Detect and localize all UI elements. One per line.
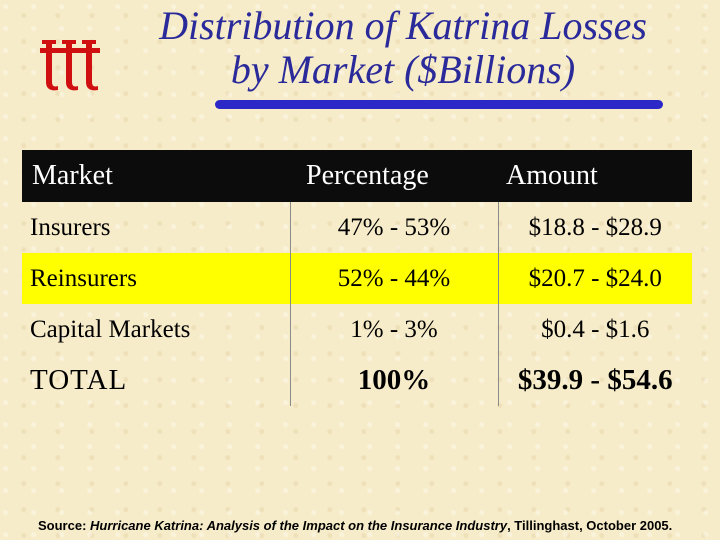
title-line-2: by Market ($Billions) (230, 47, 576, 92)
cell-amount: $20.7 - $24.0 (528, 264, 662, 292)
title-underline-bar (215, 100, 663, 109)
cell-percentage: 52% - 44% (290, 253, 499, 304)
slide-title: Distribution of Katrina Losses by Market… (118, 4, 688, 92)
cell-amount: $18.8 - $28.9 (528, 213, 662, 241)
cell-market: Insurers (22, 202, 291, 253)
table-row-total: TOTAL 100% $39.9 - $54.6 (22, 355, 692, 406)
losses-table: Market Percentage Amount Insurers 47% - … (22, 150, 692, 406)
cell-total-amount: $39.9 - $54.6 (517, 364, 673, 396)
table-row-reinsurers: Reinsurers 52% - 44% $20.7 - $24.0 (22, 253, 692, 304)
tillinghast-logo (38, 30, 102, 94)
tillinghast-ttt-logo-icon (40, 40, 100, 91)
source-citation: Source: Hurricane Katrina: Analysis of t… (38, 518, 718, 533)
cell-percentage: 1% - 3% (290, 304, 499, 355)
header-amount: Amount (506, 160, 598, 191)
table-row-insurers: Insurers 47% - 53% $18.8 - $28.9 (22, 202, 692, 253)
cell-market: Reinsurers (22, 253, 291, 304)
source-label: Source: (38, 518, 91, 533)
cell-total-label: TOTAL (22, 355, 291, 406)
title-line-1: Distribution of Katrina Losses (159, 3, 647, 48)
source-publication: Hurricane Katrina: Analysis of the Impac… (90, 518, 508, 533)
header-percentage: Percentage (306, 160, 429, 191)
cell-total-percentage: 100% (290, 355, 499, 406)
header-market: Market (32, 160, 113, 191)
table-header-row: Market Percentage Amount (22, 150, 692, 202)
cell-percentage: 47% - 53% (290, 202, 499, 253)
cell-amount: $0.4 - $1.6 (541, 315, 650, 343)
cell-market: Capital Markets (22, 304, 291, 355)
table-row-capital-markets: Capital Markets 1% - 3% $0.4 - $1.6 (22, 304, 692, 355)
source-rest: , Tillinghast, October 2005. (507, 518, 673, 533)
